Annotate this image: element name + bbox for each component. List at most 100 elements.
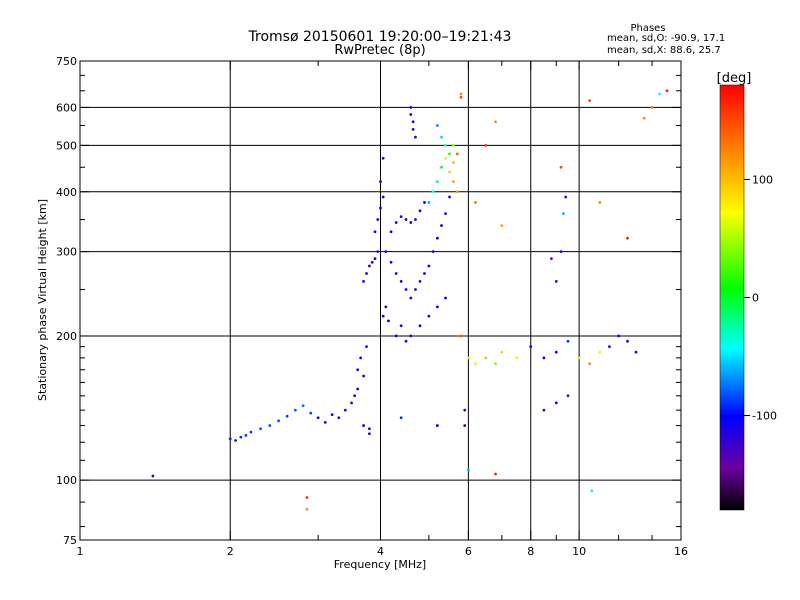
colorbar-tick-label: -100 <box>752 410 777 423</box>
data-point <box>259 427 262 431</box>
data-point <box>399 279 403 283</box>
data-point <box>399 215 403 218</box>
chart-subtitle: RwPretec (8p) <box>334 43 425 58</box>
data-point <box>394 334 398 338</box>
y-axis-label: Stationary phase Virtual Height [km] <box>36 199 49 401</box>
y-tick-label: 200 <box>56 330 77 343</box>
data-point <box>588 362 592 366</box>
data-point <box>411 127 415 131</box>
chart-title: Tromsø 20150601 19:20:00–19:21:43 <box>248 29 512 45</box>
data-point <box>463 408 467 412</box>
data-point <box>409 106 413 109</box>
data-point <box>550 257 553 261</box>
data-point <box>474 362 477 366</box>
data-point <box>440 165 443 169</box>
data-point <box>564 195 568 199</box>
data-point <box>427 201 431 204</box>
data-point <box>367 264 371 268</box>
y-tick-label: 500 <box>56 139 77 152</box>
data-point <box>452 143 455 147</box>
data-point <box>404 288 408 291</box>
data-point <box>466 468 470 472</box>
x-tick-label: 10 <box>572 545 586 558</box>
data-point <box>444 143 447 147</box>
x-tick-labels: 1 2 4 6 8 10 16 <box>77 545 689 558</box>
data-point <box>365 272 368 275</box>
data-point <box>500 224 504 227</box>
data-point <box>423 201 426 204</box>
data-point <box>316 416 320 420</box>
data-point <box>440 224 443 227</box>
data-point <box>376 218 380 221</box>
data-point <box>367 432 371 436</box>
data-point <box>452 161 455 165</box>
data-point <box>323 420 327 424</box>
data-point <box>588 99 592 102</box>
data-point <box>650 106 654 109</box>
data-point <box>452 180 455 184</box>
data-points <box>151 89 669 511</box>
data-point <box>448 152 451 156</box>
data-point <box>409 334 413 338</box>
data-point <box>459 334 463 338</box>
data-point <box>598 201 602 204</box>
data-point <box>384 305 388 309</box>
data-point <box>381 195 385 199</box>
data-point <box>343 408 347 412</box>
data-point <box>404 339 408 343</box>
data-point <box>376 250 380 254</box>
y-tick-label: 750 <box>56 55 77 68</box>
data-point <box>427 264 431 268</box>
data-point <box>409 221 413 224</box>
data-point <box>431 190 435 194</box>
data-point <box>381 314 385 318</box>
data-point <box>459 92 463 96</box>
data-point <box>399 324 403 328</box>
data-point <box>362 279 366 283</box>
x-tick-label: 2 <box>227 545 234 558</box>
data-point <box>455 190 459 194</box>
data-point <box>305 496 309 499</box>
data-point <box>617 334 621 338</box>
data-point <box>554 279 558 283</box>
data-point <box>309 411 313 415</box>
data-point <box>330 413 334 417</box>
data-point <box>356 387 360 391</box>
data-point <box>448 170 451 174</box>
data-point <box>418 279 422 283</box>
data-point <box>435 305 439 309</box>
data-point <box>440 135 443 139</box>
y-tick-label: 75 <box>63 534 77 547</box>
data-point <box>411 120 415 124</box>
data-point <box>494 120 497 124</box>
x-tick-label: 8 <box>527 545 534 558</box>
x-tick-label: 6 <box>465 545 472 558</box>
annotation-title: Phases <box>630 23 665 34</box>
data-point <box>494 472 497 476</box>
data-point <box>285 414 289 418</box>
data-point <box>359 356 363 360</box>
data-point <box>559 165 563 169</box>
data-point <box>362 424 366 427</box>
data-point <box>529 345 533 349</box>
data-point <box>484 356 488 360</box>
data-point <box>418 324 422 328</box>
x-tick-label: 4 <box>377 545 384 558</box>
data-point <box>444 296 447 300</box>
data-point <box>500 350 504 354</box>
data-point <box>566 339 570 343</box>
data-point <box>427 314 431 318</box>
data-point <box>463 424 467 427</box>
grid-lines <box>80 61 681 540</box>
x-axis-label: Frequency [MHz] <box>334 558 426 571</box>
data-point <box>642 116 646 120</box>
data-point <box>293 408 297 412</box>
data-point <box>234 439 238 442</box>
data-point <box>448 195 451 199</box>
data-point <box>598 350 602 354</box>
colorbar-ticks: 100 0 -100 <box>744 173 777 423</box>
data-point <box>414 135 417 139</box>
data-point <box>268 424 272 427</box>
data-point <box>244 434 248 437</box>
